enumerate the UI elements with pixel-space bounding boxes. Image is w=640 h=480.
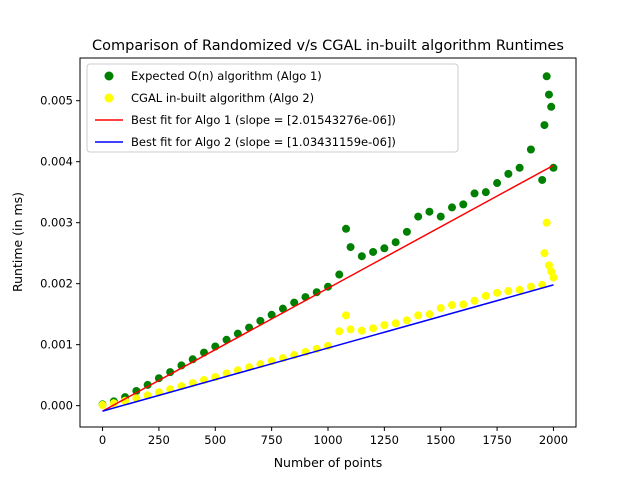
series-1-point [414,212,423,221]
series-1-point [256,316,265,325]
series-2-point [98,401,107,410]
x-tick-label: 750 [261,433,283,447]
series-1-point [335,270,344,279]
x-tick-label: 1500 [426,433,455,447]
fit-line-2 [102,284,554,412]
series-1-point [391,238,400,247]
series-2-point [335,327,344,336]
series-2-point [342,311,351,320]
series-1-point [515,163,524,172]
legend-label: CGAL in-built algorithm (Algo 2) [131,91,314,105]
x-tick-label: 500 [204,433,226,447]
series-1-point [448,203,456,212]
series-1-point [425,207,434,216]
series-2-point [414,311,423,320]
series-1-point [357,252,366,261]
x-axis: 0 250 500 750 1000 1250 1500 1750 2000 [99,427,568,447]
series-layer [98,72,558,412]
series-1-point [459,200,468,209]
y-axis-label: Runtime (in ms) [10,192,25,292]
legend-label: Best fit for Algo 2 (slope = [1.03431159… [131,135,396,149]
y-tick-label: 0.001 [40,338,73,352]
series-2-point [459,300,468,309]
series-1-point [278,304,287,313]
x-tick-label: 2000 [539,433,568,447]
series-2-point [380,321,389,330]
series-2-point [121,396,130,405]
series-2-point [493,288,502,297]
series-2-point [132,394,141,403]
series-1-point [166,368,175,377]
series-1-point [540,121,549,130]
series-2-point [504,286,513,295]
series-2-point [526,282,535,291]
y-tick-label: 0.005 [40,94,73,108]
series-2-point [346,325,355,334]
series-2-point [391,319,400,328]
series-2-point [540,249,549,258]
series-2-point [109,399,118,408]
x-axis-label: Number of points [274,455,383,470]
legend-marker [104,93,114,103]
series-2-point [448,301,456,310]
series-1-point [544,90,553,99]
series-1-point [346,243,355,252]
series-1-point [547,102,556,111]
series-1-point [526,145,535,154]
series-2-points [98,218,558,410]
y-tick-label: 0.000 [40,399,73,413]
series-1-point [504,169,513,178]
series-2-point [542,218,551,227]
chart-title: Comparison of Randomized v/s CGAL in-bui… [92,38,564,54]
legend-frame [86,63,459,153]
series-1-point [493,179,502,188]
x-tick-label: 250 [148,433,170,447]
series-1-point [154,374,163,383]
series-2-point [470,296,479,305]
legend-label: Expected O(n) algorithm (Algo 1) [131,69,322,83]
y-tick-label: 0.002 [40,277,73,291]
series-1-point [538,175,547,184]
series-1-point [342,224,351,233]
y-tick-label: 0.004 [40,155,73,169]
y-axis: 0.000 0.001 0.002 0.003 0.004 0.005 [40,94,80,413]
series-2-point [544,261,553,270]
series-1-point [481,188,490,197]
series-1-point [542,72,551,81]
legend-label: Best fit for Algo 1 (slope = [2.01543276… [131,113,396,127]
series-1-point [380,244,389,253]
series-1-point [369,247,378,256]
series-2-point [549,273,558,282]
series-1-point [470,189,479,198]
x-tick-label: 1250 [370,433,399,447]
series-2-point [515,285,524,294]
legend: Expected O(n) algorithm (Algo 1) CGAL in-… [86,63,459,153]
series-2-point [481,291,490,300]
series-2-point [547,267,556,276]
legend-marker [104,71,114,81]
series-1-point [436,212,445,221]
series-1-point [312,288,321,297]
y-tick-label: 0.003 [40,216,73,230]
series-2-point [357,326,366,335]
series-1-point [549,163,558,172]
series-2-point [425,310,434,319]
x-tick-label: 0 [99,433,106,447]
series-1-point [267,310,276,319]
series-1-point [402,227,411,236]
series-1-point [290,298,299,307]
series-2-point [369,324,378,333]
series-2-point [402,316,411,325]
fit-line-1 [102,164,554,412]
x-tick-label: 1000 [313,433,342,447]
series-2-point [436,304,445,313]
x-tick-label: 1750 [482,433,511,447]
